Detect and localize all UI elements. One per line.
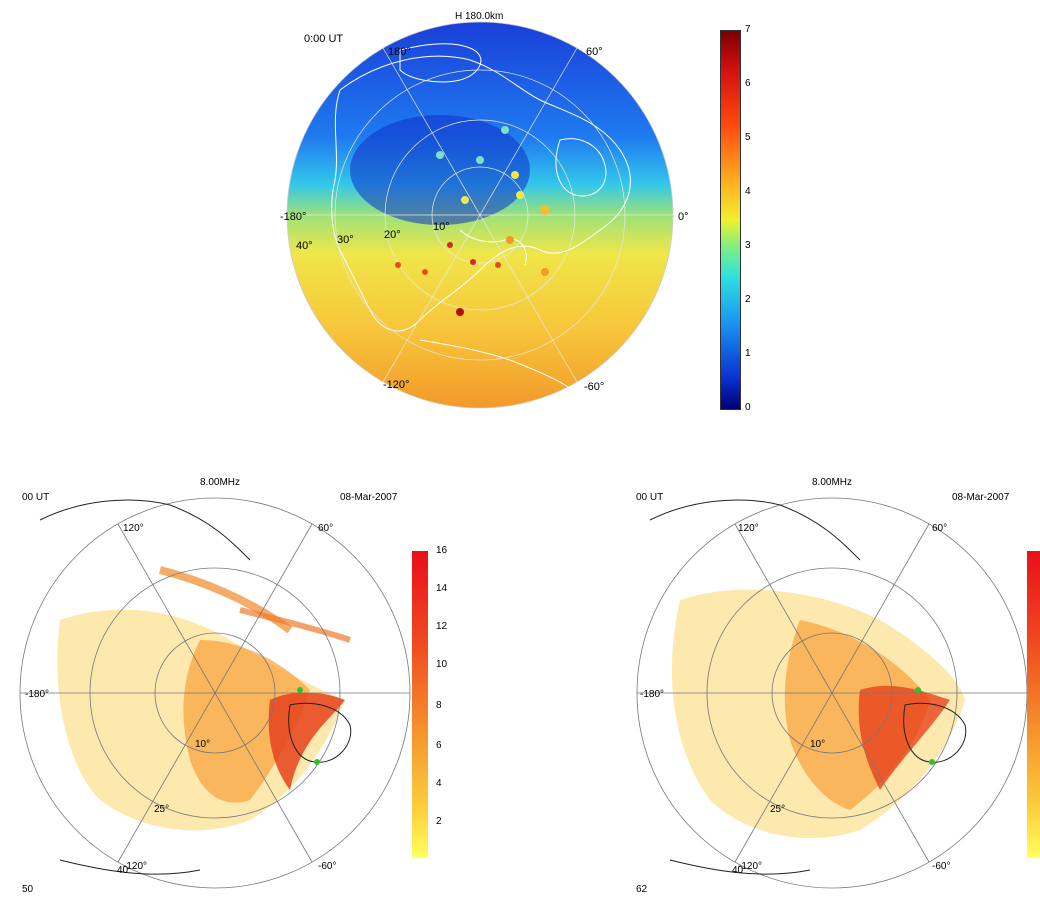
bl-map-fill	[57, 566, 351, 831]
bl-lon-label-minus60: -60°	[318, 861, 337, 872]
bl-lon-label-minus120: -120°	[123, 861, 148, 872]
bl-map-date: 08-Mar-2007	[340, 492, 398, 503]
br-map-fill	[671, 589, 965, 839]
br-lon-label-minus180: -180°	[640, 689, 665, 700]
top-lat-label-10: 10°	[433, 221, 450, 233]
br-map-date: 08-Mar-2007	[952, 492, 1010, 503]
top-lon-label-180: 180°	[388, 46, 411, 58]
top-lon-label-60: 60°	[586, 46, 603, 58]
top-lat-label-20: 20°	[384, 229, 401, 241]
top-cbar-tick-7: 7	[745, 24, 751, 35]
top-map-time: 0:00 UT	[304, 33, 344, 45]
bl-frame-number: 50	[22, 884, 34, 895]
bl-lat-label-40: 40	[117, 865, 129, 876]
top-cbar-tick-1: 1	[745, 348, 751, 359]
br-lon-label-minus120: -120°	[738, 861, 763, 872]
br-lat-label-10: 10°	[810, 739, 826, 750]
br-map-title: 8.00MHz	[812, 477, 853, 488]
top-polar-map	[286, 21, 674, 409]
top-cbar-tick-0: 0	[745, 402, 751, 413]
br-colorbar	[1027, 551, 1040, 858]
bl-cbar-tick-14: 14	[436, 583, 448, 594]
bl-cbar-tick-10: 10	[436, 659, 448, 670]
bl-lat-label-10: 10°	[195, 739, 211, 750]
br-map-time: 00 UT	[636, 492, 664, 503]
top-colorbar	[720, 30, 741, 410]
top-lon-label-minus120: -120°	[383, 379, 410, 391]
bl-polar-map	[19, 497, 411, 889]
top-lon-label-minus180: -180°	[280, 211, 307, 223]
top-lon-label-0: 0°	[678, 211, 689, 223]
br-polar-map	[636, 497, 1028, 889]
br-frame-number: 62	[636, 884, 648, 895]
top-lat-label-30: 30°	[337, 234, 354, 246]
bl-lat-label-25: 25°	[154, 804, 170, 815]
br-lon-label-60: 60°	[932, 523, 948, 534]
top-cbar-tick-4: 4	[745, 186, 751, 197]
bl-cbar-tick-6: 6	[436, 740, 442, 751]
top-lon-label-minus60: -60°	[584, 381, 605, 393]
bl-cbar-tick-12: 12	[436, 621, 448, 632]
top-map-hotspots	[395, 126, 550, 316]
br-lon-label-minus60: -60°	[932, 861, 951, 872]
bl-lon-label-minus180: -180°	[25, 689, 50, 700]
br-lon-label-120: 120°	[738, 523, 759, 534]
bl-cbar-tick-16: 16	[436, 545, 448, 556]
bl-lon-label-60: 60°	[318, 523, 334, 534]
bl-map-title: 8.00MHz	[200, 477, 241, 488]
top-map-overlay	[331, 43, 631, 396]
top-cbar-tick-3: 3	[745, 240, 751, 251]
top-map-title: H 180.0km	[455, 11, 504, 22]
bl-colorbar	[412, 551, 428, 858]
top-cbar-tick-6: 6	[745, 78, 751, 89]
top-lat-label-40: 40°	[296, 240, 313, 252]
bl-cbar-tick-2: 2	[436, 816, 442, 827]
br-lat-label-40: 40	[732, 865, 744, 876]
bl-cbar-tick-4: 4	[436, 778, 442, 789]
bl-lon-label-120: 120°	[123, 523, 144, 534]
bl-map-time: 00 UT	[22, 492, 50, 503]
top-cbar-tick-5: 5	[745, 132, 751, 143]
top-cbar-tick-2: 2	[745, 294, 751, 305]
br-lat-label-25: 25°	[770, 804, 786, 815]
bl-cbar-tick-8: 8	[436, 700, 442, 711]
